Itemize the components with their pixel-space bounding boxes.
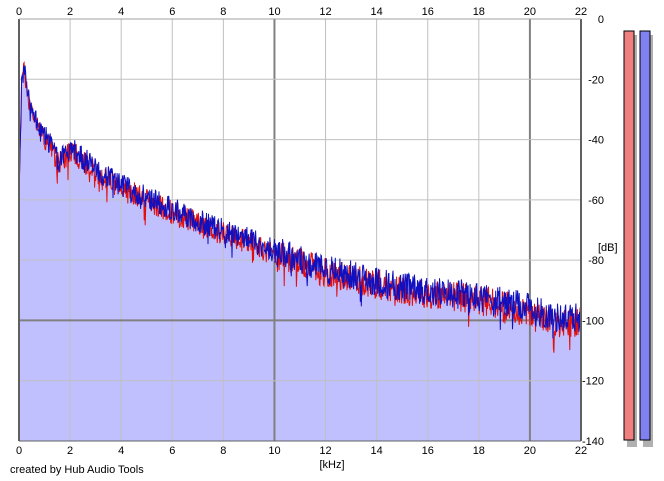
axes [18, 18, 582, 442]
level-meter-left [623, 30, 635, 441]
x-tick-label-top: 8 [220, 6, 226, 18]
y-tick-label: 0 [598, 14, 604, 26]
x-tick-label-top: 0 [16, 6, 22, 18]
y-tick-label: -140 [582, 436, 604, 448]
y-tick-label: -40 [588, 135, 604, 147]
x-tick-labels-top: 0 2 4 6 8 10 12 14 16 18 20 22 [16, 6, 587, 18]
x-tick-label-bottom: 22 [575, 445, 587, 457]
x-tick-label-bottom: 10 [268, 445, 280, 457]
y-tick-labels: 0 -20 -40 -60 -80 -100 -120 -140 [582, 14, 604, 448]
series-lines [18, 60, 582, 353]
x-tick-label-top: 12 [319, 6, 331, 18]
y-tick-label: -80 [588, 255, 604, 267]
x-tick-label-top: 22 [575, 6, 587, 18]
x-tick-label-top: 20 [524, 6, 536, 18]
grid [18, 18, 582, 442]
x-tick-label-bottom: 14 [371, 445, 383, 457]
x-tick-label-bottom: 4 [118, 445, 124, 457]
x-tick-label-bottom: 6 [169, 445, 175, 457]
x-tick-label-bottom: 8 [220, 445, 226, 457]
x-tick-label-top: 4 [118, 6, 124, 18]
y-tick-label: -120 [582, 376, 604, 388]
series-line-1 [18, 65, 582, 339]
y-tick-label: -60 [588, 195, 604, 207]
x-tick-label-bottom: 2 [67, 445, 73, 457]
x-tick-label-top: 2 [67, 6, 73, 18]
x-tick-label-bottom: 18 [473, 445, 485, 457]
x-tick-label-top: 10 [268, 6, 280, 18]
x-tick-label-bottom: 12 [319, 445, 331, 457]
credit-text: created by Hub Audio Tools [10, 464, 144, 476]
x-tick-label-top: 18 [473, 6, 485, 18]
y-axis-unit-label: [dB] [598, 242, 618, 254]
y-tick-label: -20 [588, 74, 604, 86]
x-tick-label-top: 6 [169, 6, 175, 18]
x-tick-label-bottom: 16 [422, 445, 434, 457]
x-tick-label-bottom: 20 [524, 445, 536, 457]
x-tick-label-top: 14 [371, 6, 383, 18]
x-tick-label-bottom: 0 [16, 445, 22, 457]
level-meters [623, 30, 653, 447]
x-axis-unit-label: [kHz] [319, 459, 344, 471]
x-tick-label-top: 16 [422, 6, 434, 18]
y-tick-label: -100 [582, 315, 604, 327]
level-meter-right [639, 30, 651, 441]
x-tick-labels-bottom: 0 2 4 6 8 10 12 14 16 18 20 22 [16, 445, 587, 457]
